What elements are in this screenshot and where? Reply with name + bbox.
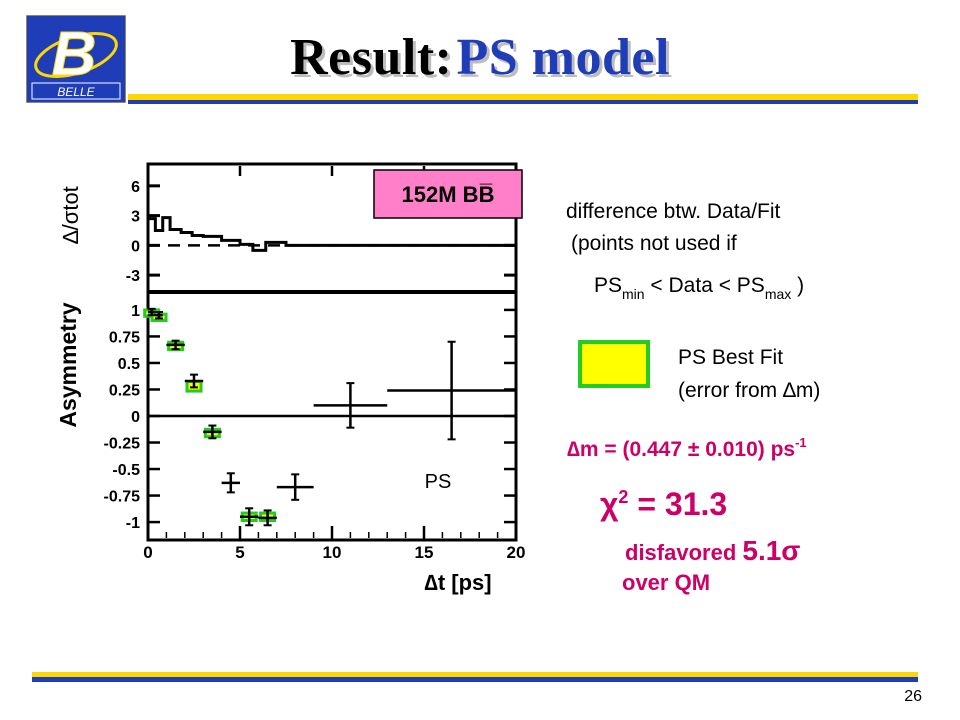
asymmetry-xtick-label: 20	[507, 543, 526, 562]
belle-logo: B BELLE	[25, 14, 127, 104]
diff-line-2: (points not used if	[571, 232, 737, 255]
data-point	[240, 507, 259, 527]
logo-text: BELLE	[57, 85, 95, 99]
best-fit-legend-label: PS Best Fit	[678, 346, 783, 369]
best-fit-legend-swatch	[578, 340, 650, 388]
residual-ylabel: ∆/σtot	[58, 186, 83, 244]
asymmetry-xtick-label: 0	[143, 543, 152, 562]
sample-badge	[373, 169, 523, 219]
residual-ytick-label: 0	[131, 238, 140, 255]
title: Result: PS model	[0, 28, 960, 87]
page-number: 26	[904, 688, 922, 705]
asymmetry-ytick-label: -0.5	[112, 462, 140, 479]
disfavored-text: disfavored 5.1σ	[625, 535, 800, 566]
data-point	[147, 307, 156, 317]
data-point	[387, 340, 516, 441]
data-point	[155, 311, 164, 320]
data-point	[276, 473, 314, 501]
residual-histogram	[148, 216, 516, 252]
asymmetry-ytick-label: 0.25	[109, 382, 140, 399]
asymmetry-xtick-label: 5	[235, 543, 244, 562]
top-rule-blue	[128, 100, 918, 104]
asymmetry-ytick-label: 0.5	[118, 356, 140, 373]
asymmetry-xlabel: ∆t [ps]	[424, 570, 491, 595]
data-point	[184, 373, 204, 389]
data-point	[258, 509, 277, 527]
asymmetry-xtick-label: 15	[415, 543, 434, 562]
title-main: PS model	[456, 29, 670, 86]
over-qm-text: over QM	[622, 570, 710, 595]
residual-ytick-label: 6	[131, 179, 140, 196]
diff-line-1: difference btw. Data/Fit	[566, 200, 781, 223]
residual-ytick-label: 3	[131, 209, 140, 226]
ps-panel-label: PS	[425, 471, 452, 493]
diff-line-3: PSmin < Data < PSmax )	[594, 274, 804, 302]
asymmetry-ytick-label: 0.75	[109, 329, 140, 346]
asymmetry-ytick-label: -0.25	[104, 436, 141, 453]
best-fit-legend-sub: (error from ∆m)	[678, 379, 820, 402]
asymmetry-ylabel: Asymmetry	[55, 302, 81, 427]
data-point	[221, 472, 240, 494]
asymmetry-ytick-label: 1	[131, 303, 140, 320]
top-rule-yellow	[128, 94, 918, 100]
asymmetry-ytick-label: -1	[126, 515, 140, 532]
data-point	[313, 382, 388, 429]
sample-badge-text: 152M BB̅	[402, 182, 495, 207]
asymmetry-xtick-label: 10	[323, 543, 342, 562]
title-prefix: Result:	[290, 29, 453, 86]
delta-m-value: ∆m = (0.447 ± 0.010) ps-1	[567, 435, 807, 461]
data-point	[166, 339, 185, 351]
bottom-rule-yellow	[32, 672, 918, 677]
bottom-rule-blue	[32, 677, 918, 682]
chi2-value: χ2 = 31.3	[600, 486, 727, 522]
data-point	[203, 424, 222, 440]
asymmetry-ytick-label: -0.75	[104, 489, 141, 506]
residual-ytick-label: -3	[126, 268, 140, 285]
svg-text:B: B	[52, 20, 97, 89]
asymmetry-ytick-label: 0	[131, 409, 140, 426]
